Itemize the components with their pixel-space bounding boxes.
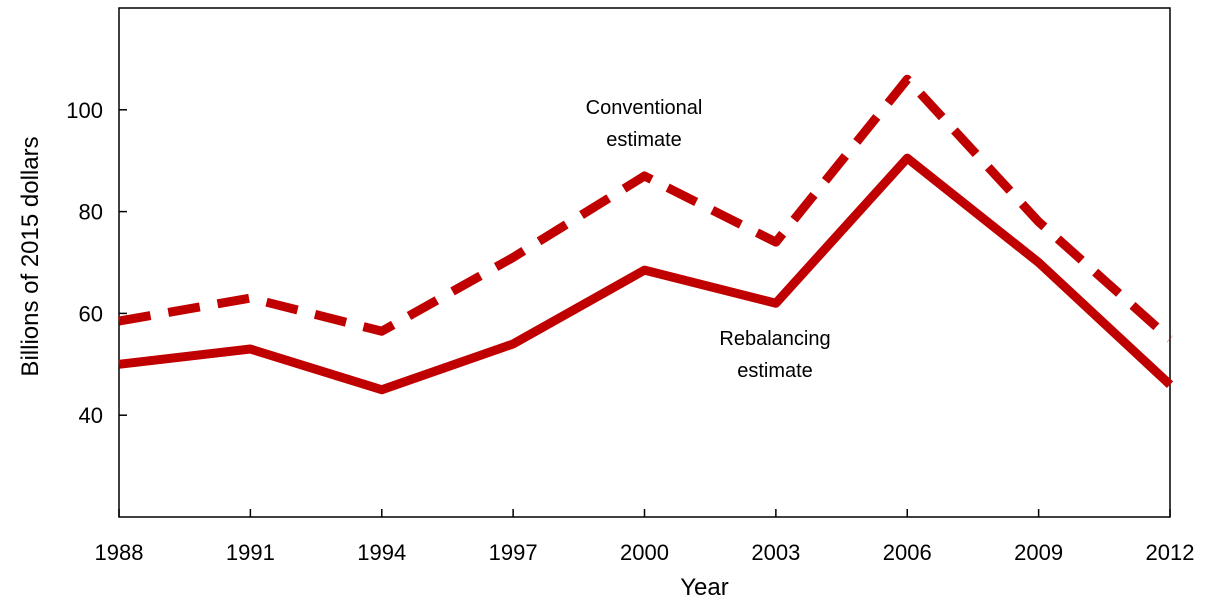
x-tick-label: 2012 <box>1146 540 1195 565</box>
x-tick-label: 2009 <box>1014 540 1063 565</box>
rebalancing-annotation-line: estimate <box>737 360 813 382</box>
axes-layer <box>118 7 1171 518</box>
y-tick-label: 40 <box>79 403 103 428</box>
rebalancing-annotation-line: Rebalancing <box>719 328 830 350</box>
y-tick-label: 60 <box>79 301 103 326</box>
x-tick-label: 1988 <box>95 540 144 565</box>
labels-layer: 1988 1991 1994 1997 2000 2003 2006 2009 2012 40 60… <box>17 97 1194 601</box>
x-tick-label: 2000 <box>620 540 669 565</box>
x-axis-title: Year <box>680 574 729 601</box>
y-tick-label: 100 <box>66 98 103 123</box>
x-tick-label: 1997 <box>489 540 538 565</box>
conventional-annotation-line: Conventional <box>586 97 703 119</box>
x-tick-label: 1994 <box>357 540 406 565</box>
y-axis-title: Billions of 2015 dollars <box>17 136 44 376</box>
x-tick-label: 2006 <box>883 540 932 565</box>
x-tick-label: 2003 <box>751 540 800 565</box>
rebalancing-estimate-line <box>118 153 1174 395</box>
plot-frame <box>118 7 1171 518</box>
y-tick-label: 80 <box>79 200 103 225</box>
conventional-estimate-line <box>118 74 1173 343</box>
conventional-annotation-line: estimate <box>606 129 682 151</box>
series-layer <box>118 74 1174 395</box>
x-tick-label: 1991 <box>226 540 275 565</box>
